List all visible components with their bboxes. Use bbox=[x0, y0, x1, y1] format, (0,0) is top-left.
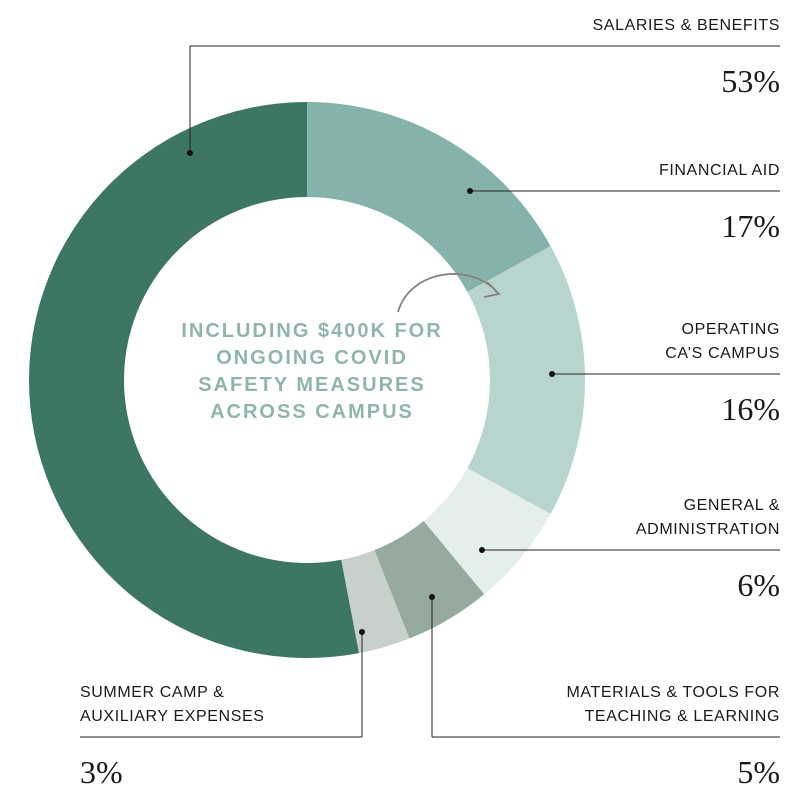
leader-dot bbox=[359, 629, 365, 635]
leader-dot bbox=[429, 594, 435, 600]
donut-segment bbox=[307, 102, 551, 292]
annotation-arrowhead bbox=[483, 281, 501, 298]
category-label: GENERAL & ADMINISTRATION bbox=[635, 497, 780, 538]
value-label: 16% bbox=[721, 391, 780, 427]
donut-segment bbox=[374, 521, 485, 639]
donut-segment bbox=[29, 102, 360, 658]
value-label: 3% bbox=[80, 754, 123, 787]
category-label: OPERATING CA’S CAMPUS bbox=[665, 321, 780, 362]
donut-segment bbox=[423, 468, 551, 595]
donut-segment bbox=[467, 246, 585, 514]
category-label: MATERIALS & TOOLS FOR TEACHING & LEARNIN… bbox=[566, 684, 780, 725]
leader-dot bbox=[479, 547, 485, 553]
value-label: 6% bbox=[737, 567, 780, 603]
value-label: 5% bbox=[737, 754, 780, 787]
value-label: 17% bbox=[721, 208, 780, 244]
donut-segment bbox=[341, 550, 410, 654]
category-label: FINANCIAL AID bbox=[658, 162, 780, 179]
value-label: 53% bbox=[721, 63, 780, 99]
annotation: INCLUDING $400K FOR ONGOING COVID SAFETY… bbox=[181, 320, 443, 423]
leader-dot bbox=[187, 150, 193, 156]
leader-dot bbox=[467, 188, 473, 194]
leader-dot bbox=[549, 371, 555, 377]
category-label: SALARIES & BENEFITS bbox=[592, 17, 780, 34]
category-label: SUMMER CAMP & AUXILIARY EXPENSES bbox=[80, 684, 265, 725]
annotation-arrow bbox=[397, 273, 498, 313]
